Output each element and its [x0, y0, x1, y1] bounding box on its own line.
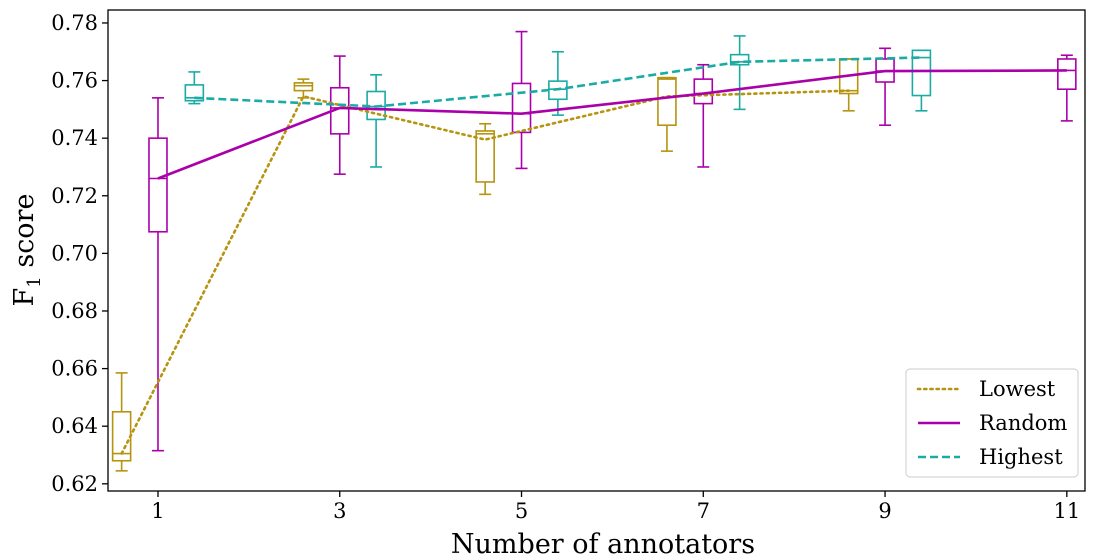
- box-iqr: [693, 78, 714, 105]
- box-iqr: [148, 137, 168, 233]
- box-random-7: [693, 63, 714, 168]
- box-lowest-5: [475, 122, 495, 196]
- box-iqr: [911, 49, 932, 97]
- y-axis-title-rest: score: [9, 194, 40, 277]
- y-tick-label: 0.72: [51, 184, 98, 208]
- box-lowest-1: [111, 372, 132, 472]
- legend: Lowest Random Highest: [905, 368, 1079, 478]
- box-lowest-9: [838, 58, 859, 112]
- y-tick-label: 0.64: [51, 414, 98, 438]
- legend-label-highest: Highest: [979, 445, 1063, 469]
- box-highest-7: [729, 35, 750, 111]
- series-line-random: [157, 69, 1067, 180]
- y-tick-label: 0.78: [51, 11, 98, 35]
- series-line-highest: [194, 56, 922, 108]
- box-lowest-7: [657, 76, 677, 152]
- box-iqr: [184, 84, 205, 102]
- series-lowest-boxes: [111, 58, 859, 472]
- series-highest-boxes: [184, 35, 932, 168]
- box-iqr: [511, 82, 532, 134]
- y-tick-label: 0.70: [51, 241, 98, 265]
- y-tick-label: 0.62: [51, 472, 98, 496]
- box-lowest-3: [293, 78, 314, 99]
- y-axis-title-subscript: 1: [24, 276, 45, 287]
- x-tick-label: 5: [515, 499, 528, 523]
- legend-frame: [905, 368, 1079, 478]
- y-tick-label: 0.76: [51, 69, 98, 93]
- x-tick-label: 3: [333, 499, 346, 523]
- y-axis-title: F1 score: [9, 194, 45, 307]
- box-random-9: [875, 47, 895, 127]
- box-iqr: [475, 130, 495, 183]
- box-random-11: [1057, 54, 1077, 122]
- box-iqr: [657, 76, 677, 127]
- plot-frame: [107, 9, 1086, 492]
- box-iqr: [729, 53, 750, 66]
- series-line-lowest: [120, 89, 851, 455]
- box-highest-3: [366, 74, 386, 168]
- box-random-5: [511, 30, 532, 170]
- x-tick-label: 9: [878, 499, 891, 523]
- box-highest-9: [911, 49, 932, 112]
- box-random-1: [148, 97, 168, 452]
- y-tick-label: 0.66: [51, 357, 98, 381]
- y-tick-label: 0.68: [51, 299, 98, 323]
- box-highest-5: [548, 50, 568, 116]
- box-iqr: [1057, 58, 1077, 91]
- x-axis-title: Number of annotators: [451, 529, 755, 559]
- box-iqr: [293, 82, 314, 92]
- x-tick-label: 7: [697, 499, 710, 523]
- legend-label-lowest: Lowest: [979, 377, 1056, 401]
- box-random-3: [329, 55, 350, 175]
- y-tick-label: 0.74: [51, 126, 98, 150]
- x-tick-label: 1: [151, 499, 164, 523]
- y-axis-title-main: F: [9, 288, 40, 307]
- legend-label-random: Random: [979, 411, 1067, 435]
- x-tick-label: 11: [1053, 499, 1080, 523]
